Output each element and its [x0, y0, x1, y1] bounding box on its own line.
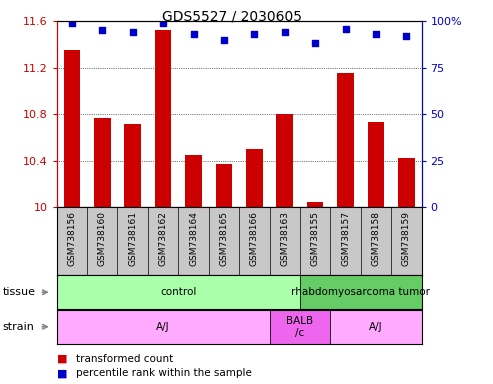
Point — [129, 29, 137, 35]
Bar — [64, 50, 80, 207]
Text: ■: ■ — [57, 368, 67, 378]
Point — [372, 31, 380, 37]
Bar — [124, 124, 141, 207]
Bar — [277, 114, 293, 207]
Text: A/J: A/J — [156, 322, 170, 332]
Text: transformed count: transformed count — [76, 354, 174, 364]
Text: GSM738163: GSM738163 — [280, 211, 289, 266]
Text: percentile rank within the sample: percentile rank within the sample — [76, 368, 252, 378]
Text: GSM738161: GSM738161 — [128, 211, 137, 266]
Text: GSM738155: GSM738155 — [311, 211, 319, 266]
Bar — [57, 275, 300, 309]
Text: GSM738158: GSM738158 — [371, 211, 381, 266]
Bar — [185, 155, 202, 207]
Text: control: control — [160, 287, 197, 297]
Text: GDS5527 / 2030605: GDS5527 / 2030605 — [162, 10, 302, 23]
Bar — [368, 122, 384, 207]
Text: GSM738160: GSM738160 — [98, 211, 107, 266]
Point — [189, 31, 197, 37]
Bar — [270, 310, 330, 344]
Text: GSM738157: GSM738157 — [341, 211, 350, 266]
Point — [68, 20, 76, 26]
Text: ■: ■ — [57, 354, 67, 364]
Point — [311, 40, 319, 46]
Text: GSM738159: GSM738159 — [402, 211, 411, 266]
Text: GSM738156: GSM738156 — [68, 211, 76, 266]
Text: BALB
/c: BALB /c — [286, 316, 314, 338]
Text: A/J: A/J — [369, 322, 383, 332]
Bar — [330, 310, 422, 344]
Bar — [215, 164, 232, 207]
Bar — [337, 73, 354, 207]
Point — [159, 20, 167, 26]
Bar — [155, 30, 172, 207]
Bar — [57, 310, 270, 344]
Text: rhabdomyosarcoma tumor: rhabdomyosarcoma tumor — [291, 287, 430, 297]
Text: tissue: tissue — [2, 287, 35, 297]
Bar — [94, 118, 110, 207]
Point — [220, 37, 228, 43]
Point — [98, 27, 106, 33]
Point — [281, 29, 288, 35]
Bar — [300, 275, 422, 309]
Bar — [246, 149, 263, 207]
Text: GSM738165: GSM738165 — [219, 211, 228, 266]
Text: strain: strain — [2, 322, 35, 332]
Bar — [398, 159, 415, 207]
Bar — [307, 202, 323, 207]
Point — [342, 25, 350, 31]
Text: GSM738166: GSM738166 — [250, 211, 259, 266]
Point — [250, 31, 258, 37]
Text: GSM738162: GSM738162 — [159, 211, 168, 266]
Text: GSM738164: GSM738164 — [189, 211, 198, 266]
Point — [402, 33, 410, 39]
